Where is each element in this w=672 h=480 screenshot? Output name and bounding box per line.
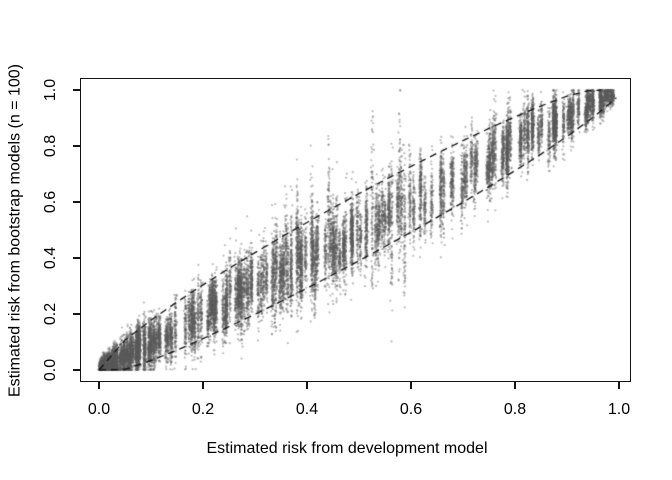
x-tick-label: 0.2 bbox=[191, 401, 215, 418]
y-tick-label: 0.4 bbox=[42, 246, 59, 270]
x-tick-mark bbox=[306, 382, 308, 389]
x-tick-label: 0.6 bbox=[399, 401, 423, 418]
y-tick-mark bbox=[73, 145, 80, 147]
x-tick-mark bbox=[618, 382, 620, 389]
y-tick-label: 1.0 bbox=[42, 78, 59, 102]
y-tick-label: 0.2 bbox=[42, 302, 59, 326]
plot-border-box bbox=[80, 78, 631, 382]
y-tick-mark bbox=[73, 89, 80, 91]
x-tick-label: 0.8 bbox=[503, 401, 527, 418]
x-tick-mark bbox=[514, 382, 516, 389]
scatter-plot-canvas bbox=[80, 78, 631, 382]
y-tick-label: 0.6 bbox=[42, 190, 59, 214]
x-tick-mark bbox=[202, 382, 204, 389]
y-tick-mark bbox=[73, 201, 80, 203]
x-tick-label: 1.0 bbox=[607, 401, 631, 418]
y-tick-label: 0.8 bbox=[42, 134, 59, 158]
x-tick-mark bbox=[410, 382, 412, 389]
y-tick-mark bbox=[73, 369, 80, 371]
x-axis-label: Estimated risk from development model bbox=[206, 440, 488, 457]
x-tick-label: 0.0 bbox=[87, 401, 111, 418]
x-tick-mark bbox=[98, 382, 100, 389]
y-tick-mark bbox=[73, 257, 80, 259]
x-tick-label: 0.4 bbox=[295, 401, 319, 418]
y-tick-label: 0.0 bbox=[42, 358, 59, 382]
y-axis-label: Estimated risk from bootstrap models (n … bbox=[6, 63, 24, 398]
y-tick-mark bbox=[73, 313, 80, 315]
